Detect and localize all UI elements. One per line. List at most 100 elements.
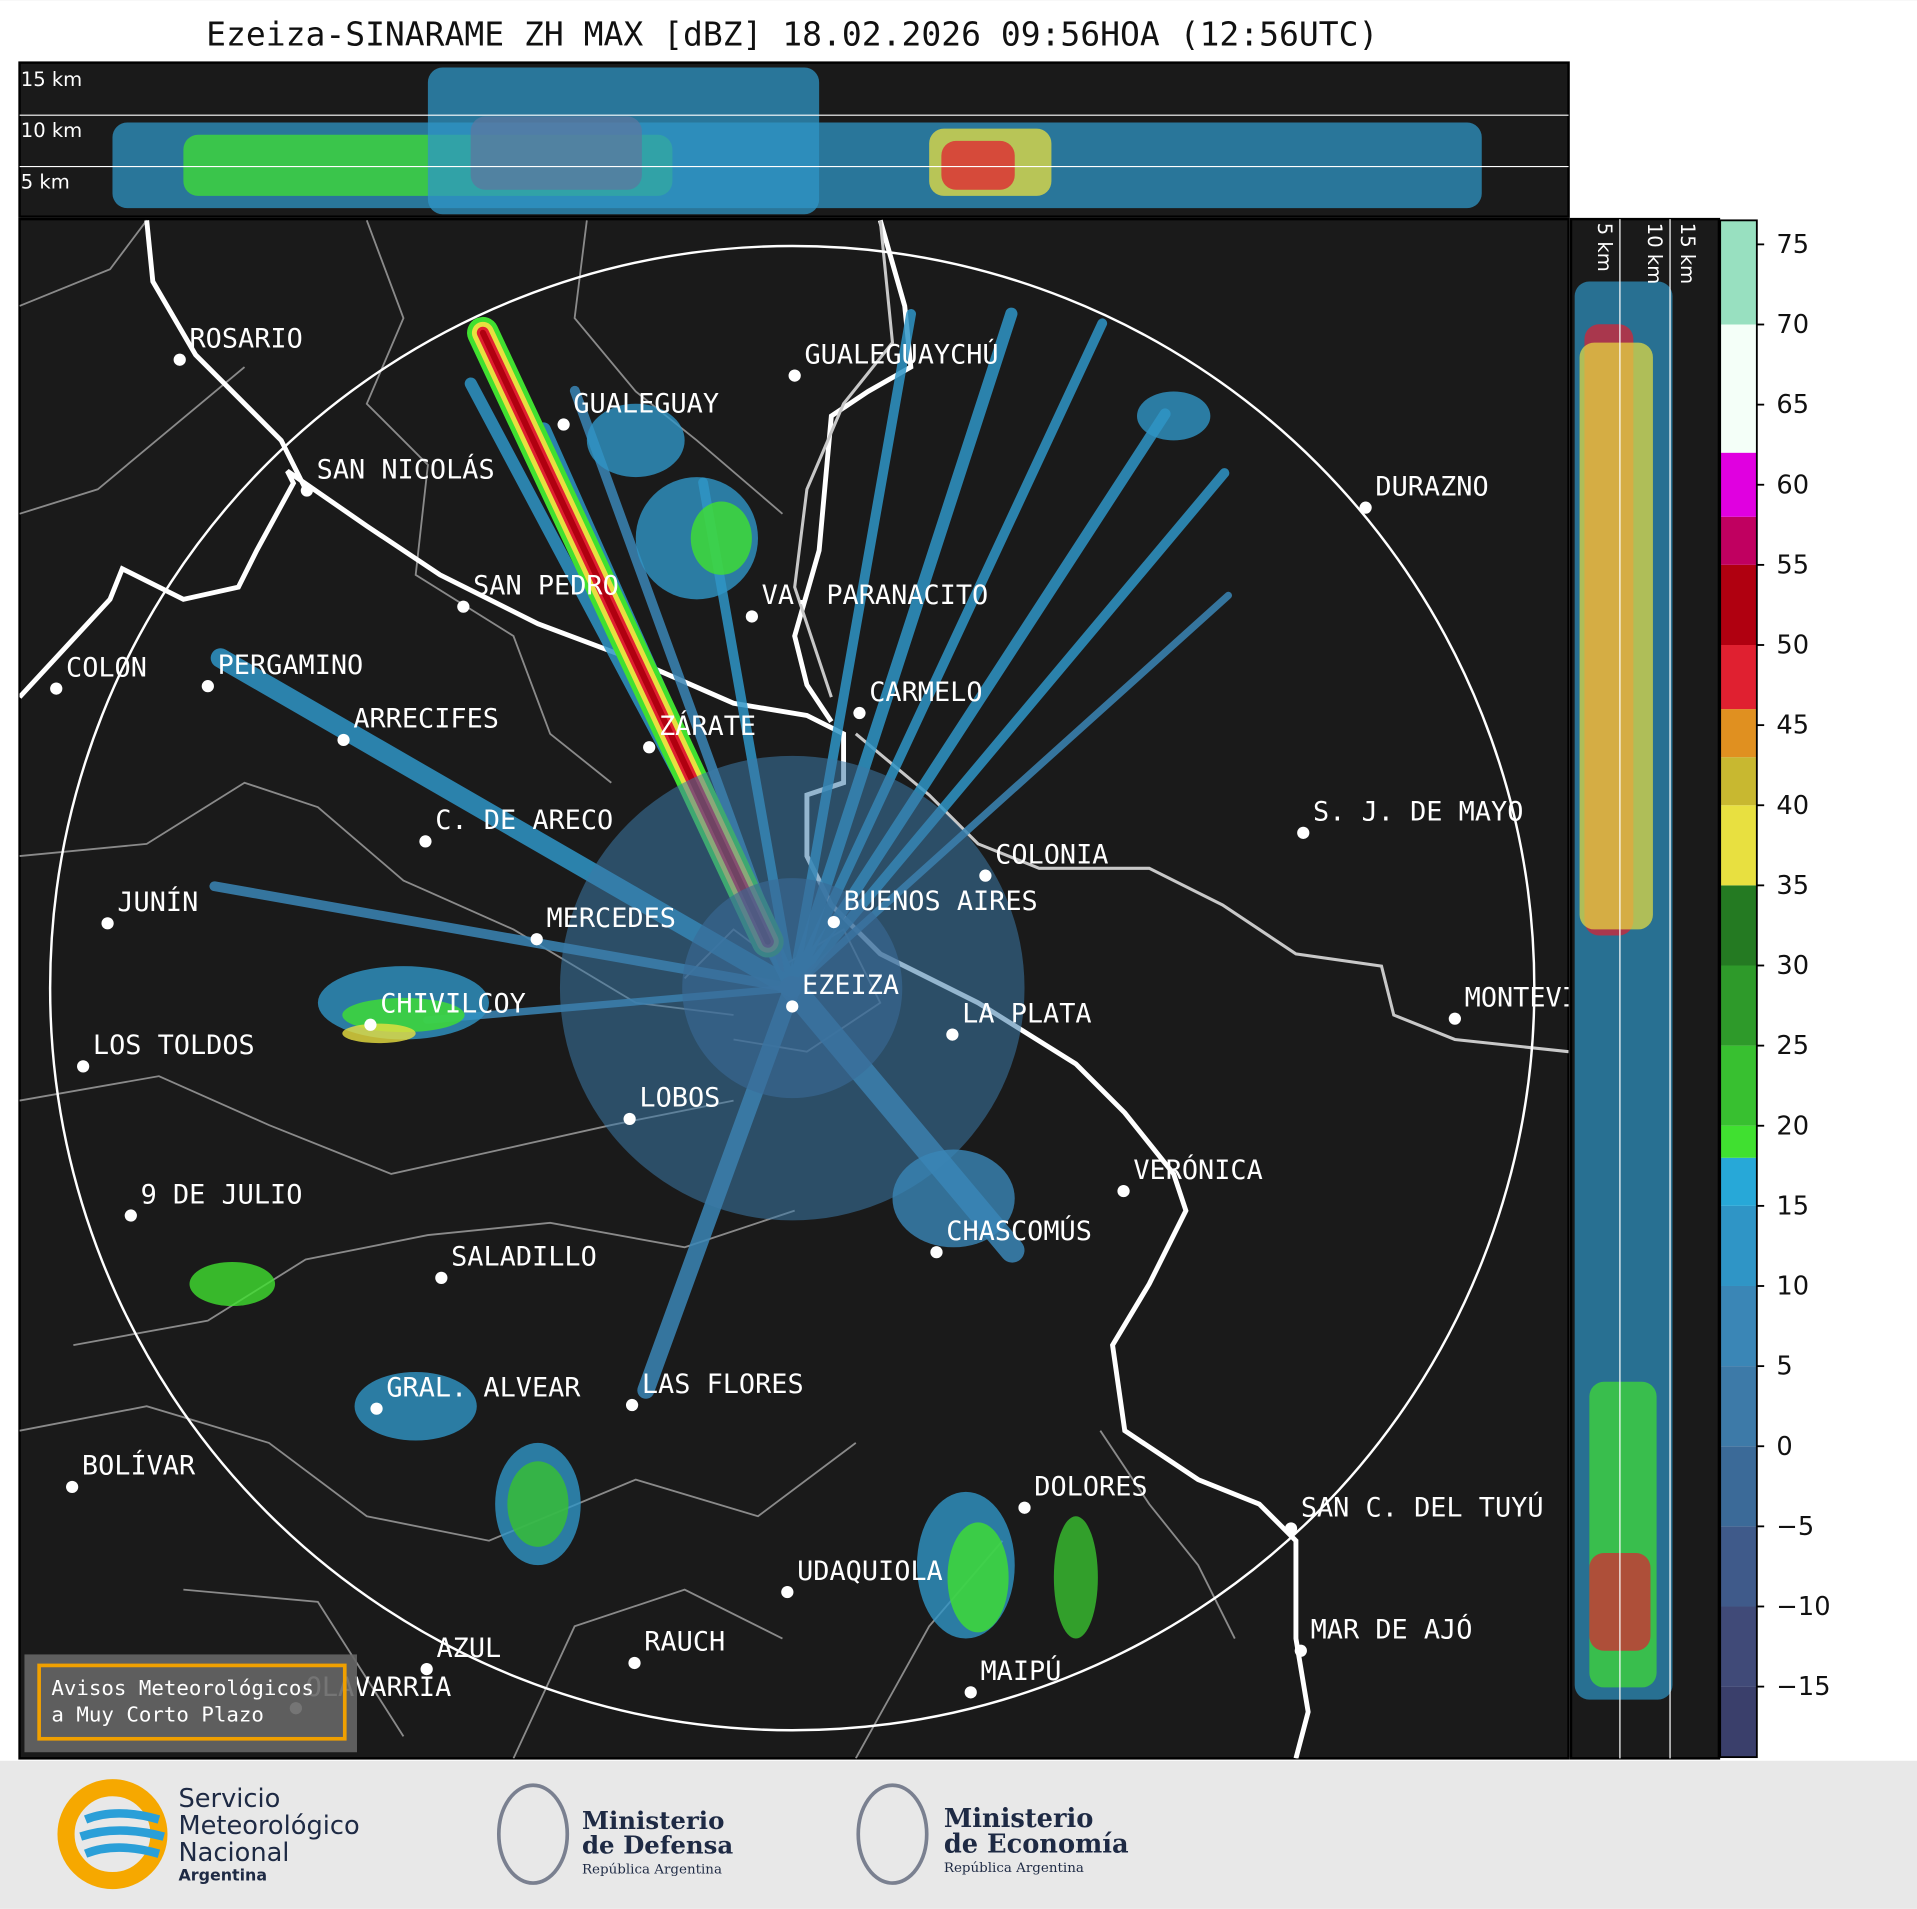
colorbar-tick-label: 35: [1776, 871, 1809, 901]
logo-economia: Ministerio de Economía República Argenti…: [856, 1783, 1129, 1885]
colorbar-tick-label: 20: [1776, 1111, 1809, 1141]
colorbar-tick-label: 55: [1776, 550, 1809, 580]
logo-waves: [79, 1809, 165, 1858]
side-section: 5 km 10 km 15 km: [1574, 219, 1699, 1759]
logo-text: Servicio: [178, 1784, 280, 1814]
top-section: 15 km 10 km 5 km: [19, 67, 1569, 215]
city-label: CHIVILCOY: [380, 989, 526, 1020]
city-label: CARMELO: [869, 677, 982, 708]
colorbar-segment: [1720, 1045, 1757, 1126]
city-dot: [173, 353, 186, 366]
colorbar-segment: [1720, 1526, 1757, 1607]
city-dot: [50, 682, 63, 695]
city-label: SALADILLO: [451, 1242, 597, 1273]
city-dot: [337, 733, 350, 747]
echo-area: [1136, 391, 1211, 441]
colorbar-tick-label: 60: [1776, 470, 1809, 500]
colorbar-segment: [1720, 1686, 1757, 1758]
colorbar-tick-label: −5: [1776, 1512, 1814, 1542]
colorbar-tick-label: 50: [1776, 631, 1809, 661]
colorbar-tick-label: −10: [1776, 1592, 1830, 1622]
city-label: EZEIZA: [802, 970, 899, 1001]
city-dot: [1294, 1644, 1307, 1657]
city-label: ARRECIFES: [353, 704, 499, 735]
city-dot: [370, 1402, 383, 1415]
city-label: LA PLATA: [962, 998, 1091, 1029]
echo-area: [947, 1522, 1009, 1633]
echo-area: [1053, 1516, 1098, 1639]
height-label: 5 km: [1593, 223, 1616, 272]
section-echo: [941, 140, 1015, 190]
logo-emblem: [856, 1783, 929, 1885]
city-label: BOLÍVAR: [82, 1450, 196, 1482]
city-dot: [625, 1398, 639, 1412]
city-dot: [1359, 501, 1372, 514]
logo-defensa: Ministerio de Defensa República Argentin…: [496, 1783, 733, 1885]
city-label: SAN C. DEL TUYÚ: [1301, 1491, 1544, 1523]
city-label: RAUCH: [644, 1627, 725, 1658]
echo-area: [342, 1023, 416, 1044]
colorbar-tick-label: 70: [1776, 310, 1809, 340]
colorbar-tick-label: 75: [1776, 230, 1809, 260]
colorbar-tick-label: 0: [1776, 1432, 1792, 1462]
logo-text: Ministerio: [582, 1806, 724, 1835]
city-label: DOLORES: [1034, 1471, 1147, 1502]
height-label: 5 km: [21, 171, 70, 194]
height-label: 15 km: [1676, 223, 1699, 284]
colorbar-segment: [1720, 220, 1757, 325]
section-echo: [1579, 342, 1653, 930]
city-label: SAN NICOLÁS: [317, 453, 495, 485]
height-label: 15 km: [21, 68, 82, 91]
city-dot: [1018, 1501, 1031, 1514]
colorbar-segment: [1720, 1205, 1757, 1286]
colorbar-segment: [1720, 757, 1757, 806]
colorbar-segment: [1720, 1606, 1757, 1687]
city-label: AZUL: [436, 1633, 501, 1664]
city-dot: [781, 1585, 794, 1599]
city-label: ROSARIO: [189, 323, 302, 354]
echo-clutter: [682, 878, 903, 1099]
echo-area: [690, 501, 752, 575]
city-dot: [530, 933, 543, 946]
colorbar-segment: [1720, 1157, 1757, 1206]
colorbar-segment: [1720, 324, 1757, 453]
city-label: GUALEGUAYCHÚ: [804, 338, 998, 370]
city-label: MAIPÚ: [981, 1655, 1062, 1687]
city-label: S. J. DE MAYO: [1313, 797, 1523, 828]
city-dot: [786, 1000, 799, 1013]
city-dot: [557, 418, 570, 431]
echo-area: [354, 1372, 477, 1441]
city-dot: [827, 915, 840, 929]
city-label: CHASCOMÚS: [946, 1215, 1092, 1247]
logo-text: República Argentina: [944, 1861, 1084, 1876]
city-label: LOBOS: [639, 1083, 720, 1114]
city-label: MERCEDES: [546, 903, 675, 934]
title: Ezeiza-SINARAME ZH MAX [dBZ] 18.02.2026 …: [206, 15, 1378, 54]
city-label: COLONIA: [995, 839, 1108, 870]
logo-text: Argentina: [178, 1866, 267, 1885]
notice-line: a Muy Corto Plazo: [51, 1703, 264, 1727]
colorbar-segment: [1720, 1125, 1757, 1158]
logo-text: de Economía: [944, 1829, 1129, 1859]
city-dot: [201, 680, 214, 693]
city-dot: [1448, 1012, 1461, 1025]
city-label: LAS FLORES: [642, 1369, 804, 1400]
logo-text: República Argentina: [582, 1862, 722, 1877]
city-dot: [77, 1060, 90, 1073]
colorbar-tick-label: 30: [1776, 951, 1809, 981]
city-dot: [66, 1480, 79, 1494]
city-dot: [745, 610, 758, 623]
height-label: 10 km: [1643, 223, 1666, 284]
notice-box[interactable]: Avisos Meteorológicos a Muy Corto Plazo: [24, 1654, 357, 1753]
city-dot: [979, 869, 992, 882]
colorbar-segment: [1720, 1366, 1757, 1447]
colorbar-tick-label: 65: [1776, 390, 1809, 420]
colorbar-segment: [1720, 1446, 1757, 1527]
colorbar: −15 −10 −5 0 5 10 15 20 25 30 35 40 45 50 55 60 65 70 75: [1719, 219, 1831, 1759]
colorbar-tick-label: −15: [1776, 1672, 1830, 1702]
city-label: C. DE ARECO: [435, 805, 613, 836]
city-label: MONTEVIDEO: [1465, 982, 1627, 1013]
city-label: ZÁRATE: [659, 710, 756, 742]
